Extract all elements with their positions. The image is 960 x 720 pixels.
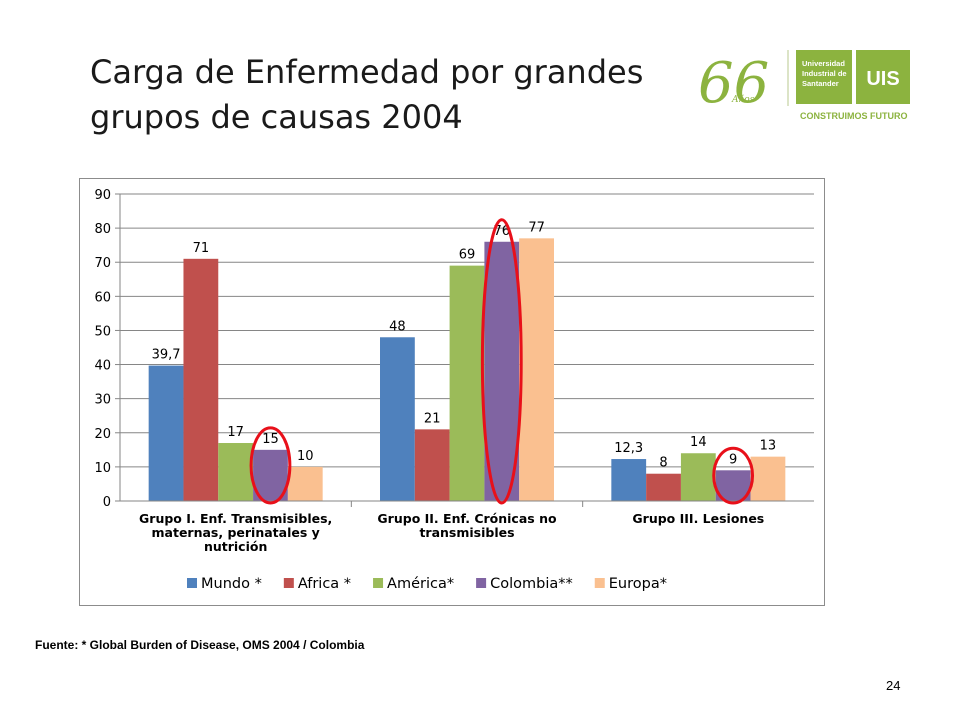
- highlight-ellipse: [249, 426, 292, 505]
- logo-university-line-3: Santander: [802, 79, 839, 88]
- data-label: 12,3: [614, 441, 643, 456]
- y-tick-label: 10: [94, 461, 111, 476]
- data-label: 14: [690, 435, 707, 450]
- data-label: 71: [193, 241, 210, 256]
- legend-swatch: [476, 578, 487, 588]
- bar-europa-3: [750, 456, 786, 501]
- category-label: nutrición: [204, 539, 267, 554]
- university-logo: 66 Años Universidad Industrial de Santan…: [698, 50, 910, 121]
- y-tick-label: 50: [94, 324, 111, 339]
- bar-colombia-2: [484, 241, 520, 501]
- source-note: Fuente: * Global Burden of Disease, OMS …: [35, 638, 365, 652]
- bar-africa-1: [183, 258, 219, 501]
- category-label: transmisibles: [419, 525, 514, 540]
- y-axis-ticks: 0 10 20 30 40 50 60 70 80 90: [94, 188, 584, 510]
- data-label: 9: [729, 452, 737, 467]
- x-axis-categories: Grupo I. Enf. Transmisibles,maternas, pe…: [139, 511, 764, 554]
- bar-europa-2: [519, 238, 554, 501]
- category-label: Grupo I. Enf. Transmisibles,: [139, 511, 332, 526]
- highlight-ellipses: [249, 218, 755, 505]
- data-label: 77: [528, 220, 545, 235]
- bar-mundo-2: [380, 337, 415, 501]
- bar-chart: 0 10 20 30 40 50 60 70 80 90 39,7 48 12,3 71 21 8 17 69 1…: [79, 178, 825, 606]
- bar-mundo-1: [148, 365, 184, 501]
- bar-amrica-2: [449, 265, 485, 501]
- y-tick-label: 0: [103, 495, 111, 510]
- data-label: 39,7: [152, 348, 181, 363]
- data-label: 69: [459, 248, 476, 263]
- highlight-ellipse: [712, 446, 755, 505]
- page-number: 24: [886, 678, 901, 693]
- legend-label: Africa *: [298, 576, 351, 592]
- anniversary-number: 66: [698, 51, 769, 116]
- highlight-ellipse: [480, 218, 523, 505]
- category-label: Grupo II. Enf. Crónicas no: [377, 511, 557, 526]
- data-label: 10: [297, 449, 314, 464]
- bar-africa-3: [646, 473, 681, 501]
- bar-africa-2: [414, 429, 450, 501]
- y-tick-label: 90: [94, 188, 111, 203]
- y-tick-label: 30: [94, 393, 111, 408]
- y-tick-label: 40: [94, 359, 111, 374]
- legend-swatch: [187, 578, 197, 588]
- bar-amrica-1: [218, 443, 254, 501]
- data-label: 76: [494, 224, 511, 239]
- bar-europa-1: [287, 466, 323, 501]
- legend-swatch: [283, 578, 294, 588]
- data-label: 13: [760, 439, 777, 454]
- slide-title-line-1: Carga de Enfermedad por grandes: [90, 53, 644, 91]
- legend-label: América*: [387, 576, 454, 592]
- chart-data-labels: 39,7 48 12,3 71 21 8 17 69 14 15 76 9 10 77 13: [152, 220, 777, 470]
- bar-colombia-1: [253, 449, 288, 501]
- y-tick-label: 80: [94, 222, 111, 237]
- y-tick-label: 60: [94, 290, 111, 305]
- legend-swatch: [373, 578, 384, 588]
- y-tick-label: 20: [94, 427, 111, 442]
- logo-monogram-block: [856, 50, 910, 104]
- logo-university-line-1: Universidad: [802, 59, 845, 68]
- bar-mundo-3: [611, 459, 647, 501]
- category-label: Grupo III. Lesiones: [632, 511, 764, 526]
- legend-label: Europa*: [609, 576, 667, 592]
- data-label: 21: [424, 411, 441, 426]
- bar-amrica-3: [680, 453, 716, 501]
- legend-label: Mundo *: [201, 576, 262, 592]
- category-label: maternas, perinatales y: [152, 525, 320, 540]
- legend-label: Colombia**: [490, 576, 573, 592]
- logo-monogram: UIS: [866, 68, 899, 90]
- logo-tagline: CONSTRUIMOS FUTURO: [800, 111, 908, 121]
- chart-legend: Mundo * Africa * América* Colombia** Europa*: [187, 576, 667, 592]
- anniversary-word: Años: [731, 95, 755, 105]
- data-label: 48: [389, 319, 406, 334]
- slide-title: Carga de Enfermedad por grandes grupos d…: [90, 50, 650, 140]
- legend-swatch: [594, 578, 605, 588]
- y-tick-label: 70: [94, 256, 111, 271]
- logo-university-line-2: Industrial de: [802, 69, 847, 78]
- slide-title-line-2: grupos de causas 2004: [90, 98, 463, 136]
- data-label: 15: [262, 432, 279, 447]
- data-label: 17: [227, 425, 244, 440]
- data-label: 8: [659, 456, 667, 471]
- logo-text-block: [796, 50, 852, 104]
